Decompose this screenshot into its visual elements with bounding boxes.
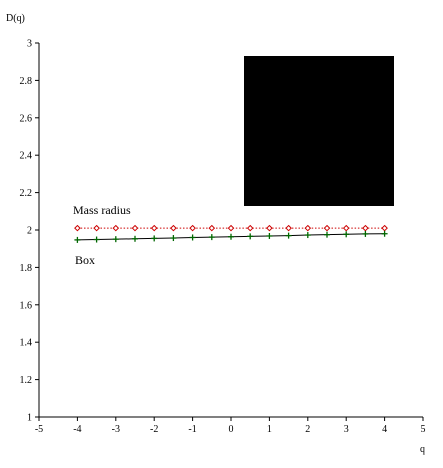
data-point-box [208,234,215,241]
y-tick-label: 1.4 [20,338,33,349]
data-point-mass-radius [189,224,196,232]
data-point-box [170,235,177,242]
data-point-mass-radius [93,224,100,232]
y-tick-label: 2 [27,226,32,237]
data-point-box [324,231,330,238]
data-point-box [93,236,100,243]
x-tick-label: 2 [305,424,310,435]
data-point-mass-radius [208,224,216,232]
x-tick-label: 3 [344,424,349,435]
data-point-mass-radius [304,224,312,232]
x-tick-label: -2 [150,424,158,435]
data-point-box [285,232,292,239]
data-point-box [132,235,138,242]
data-point-mass-radius [150,224,158,232]
data-point-mass-radius [362,224,369,232]
data-point-box [304,232,311,239]
data-point-mass-radius [342,224,350,232]
x-tick-label: 5 [421,424,426,435]
annotation-mass-radius: Mass radius [73,203,131,217]
data-point-mass-radius [170,224,177,232]
annotation-box: Box [75,253,95,267]
y-tick-label: 2.6 [20,113,33,124]
data-point-mass-radius [381,224,388,232]
data-point-mass-radius [285,224,292,232]
data-point-box [189,234,196,241]
data-point-box [112,236,119,243]
y-tick-label: 3 [27,39,32,50]
y-tick-label: 2.4 [20,151,33,162]
data-point-mass-radius [323,224,331,232]
inset-image [244,56,394,206]
y-tick-label: 1.6 [20,300,33,311]
data-point-box [343,231,350,238]
data-point-box [228,233,234,240]
y-tick-label: 1 [27,413,32,424]
data-point-mass-radius [266,224,273,232]
x-tick-label: -4 [73,424,81,435]
data-point-mass-radius [74,224,81,232]
y-tick-label: 2.2 [20,188,33,199]
x-tick-label: -5 [35,424,43,435]
data-point-mass-radius [246,224,254,232]
x-tick-label: 0 [229,424,234,435]
x-tick-label: 4 [382,424,387,435]
data-point-box [151,235,158,242]
axes: 1 1.2 1.4 1.6 1.8 2 2.2 2.4 2.6 2.8 3 -5 -4 -3 -2 -1 0 1 2… [20,39,426,436]
data-point-mass-radius [112,224,120,232]
y-tick-label: 1.2 [20,375,33,386]
y-axis-label: D(q) [6,13,25,24]
data-point-box [247,233,254,240]
data-point-box [74,236,81,243]
data-point-box [362,230,369,237]
y-tick-label: 1.8 [20,263,33,274]
data-point-box [381,230,388,237]
x-tick-label: -1 [188,424,196,435]
x-axis-label: q [420,444,425,455]
x-tick-label: -3 [112,424,120,435]
x-tick-label: 1 [267,424,272,435]
y-tick-label: 2.8 [20,76,33,87]
data-point-box [266,232,273,239]
series-layer [74,224,388,243]
data-point-mass-radius [131,224,139,232]
data-point-mass-radius [227,224,235,232]
